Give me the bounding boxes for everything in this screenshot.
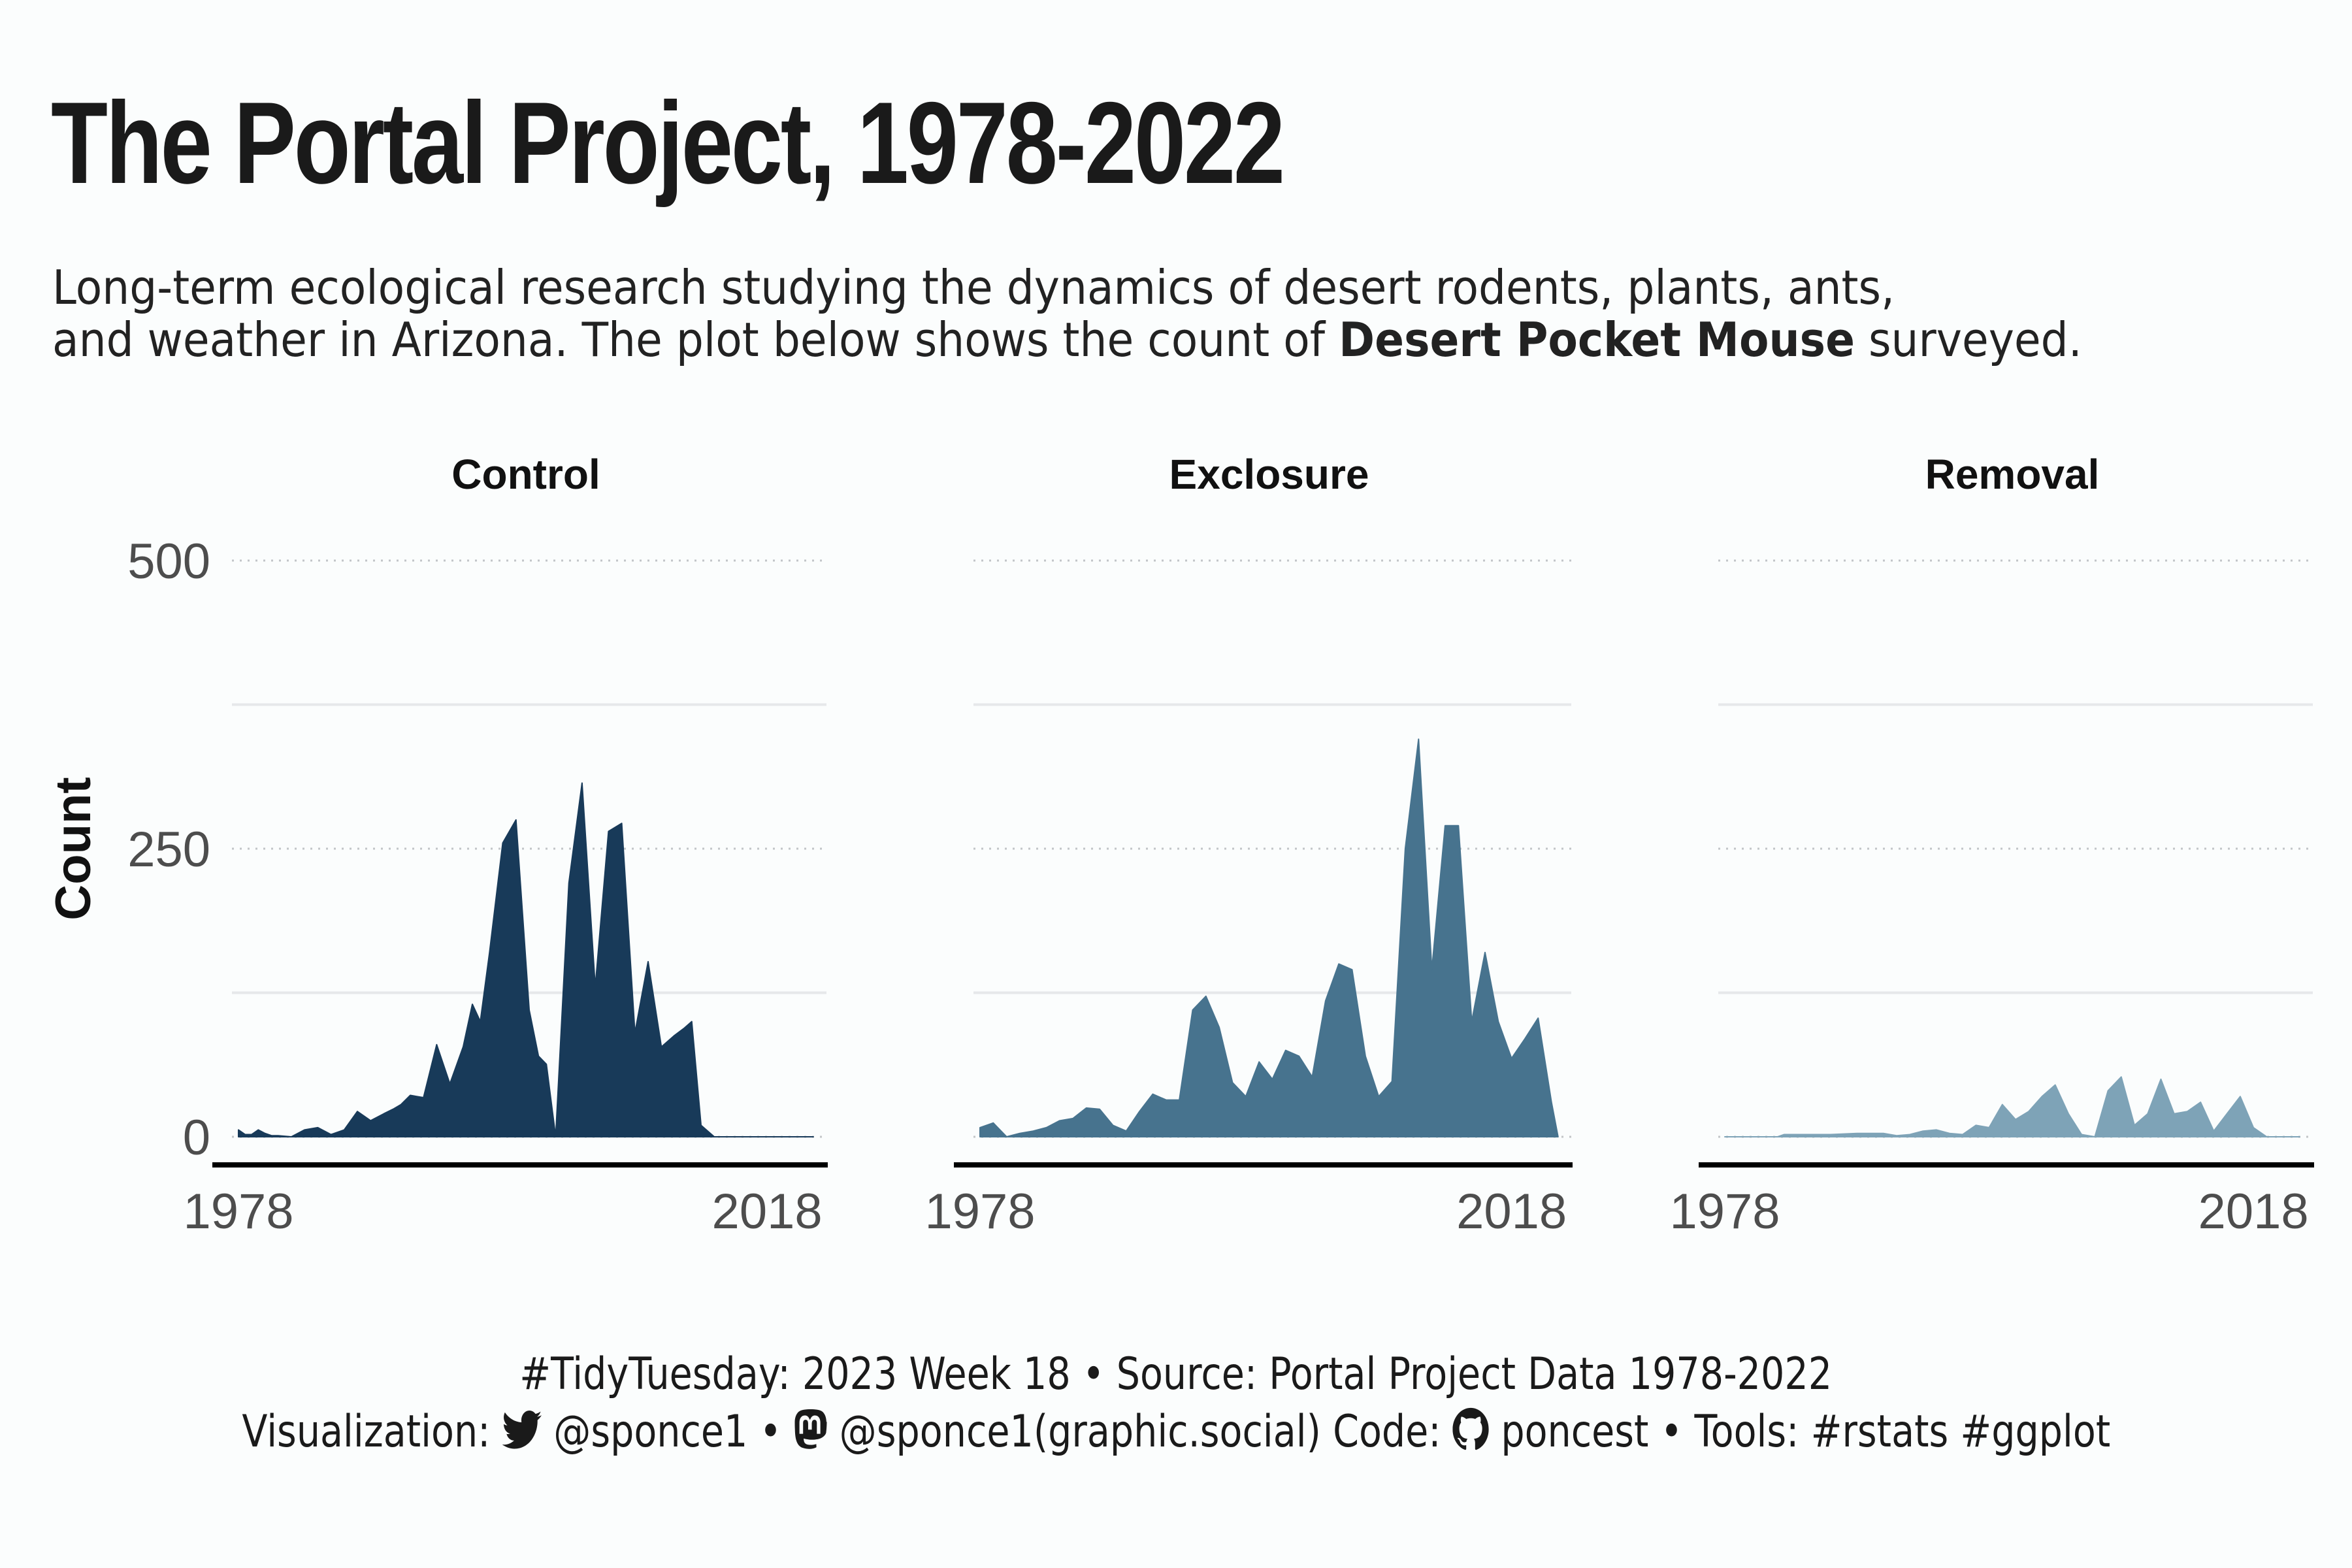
- x-tick-label: 1978: [924, 1184, 1035, 1239]
- caption-line-2: Visualization: @sponce1 • @sponce1(graph…: [242, 1403, 2110, 1465]
- x-tick-label: 2018: [2198, 1184, 2309, 1239]
- page-title: The Portal Project, 1978-2022: [51, 78, 1285, 208]
- x-tick-label: 2018: [1456, 1184, 1567, 1239]
- mastodon-handle: @sponce1(graphic.social): [839, 1406, 1321, 1458]
- twitter-handle: @sponce1: [553, 1406, 748, 1458]
- area-exclosure: [979, 738, 1559, 1137]
- github-icon: [1452, 1407, 1489, 1465]
- x-tick-label: 1978: [183, 1184, 293, 1239]
- x-tick-label: 1978: [1669, 1184, 1780, 1239]
- panel-title-exclosure: Exclosure: [1169, 451, 1369, 498]
- area-removal: [1724, 1076, 2300, 1137]
- panel-title-removal: Removal: [1925, 451, 2100, 498]
- caption-separator: •: [759, 1406, 781, 1458]
- y-tick-label: 500: [127, 534, 210, 589]
- caption-line-1: #TidyTuesday: 2023 Week 18 • Source: Por…: [519, 1348, 1833, 1400]
- x-tick-label: 2018: [712, 1184, 823, 1239]
- area-control: [238, 782, 814, 1137]
- subtitle-line-1: Long-term ecological research studying t…: [52, 260, 1895, 315]
- y-tick-label: 0: [183, 1110, 210, 1166]
- caption-separator: •: [1660, 1406, 1682, 1458]
- github-handle: poncest: [1501, 1406, 1649, 1458]
- subtitle-species: Desert Pocket Mouse: [1339, 312, 1855, 367]
- panel-title-control: Control: [451, 451, 600, 498]
- subtitle: Long-term ecological research studying t…: [52, 261, 2082, 366]
- caption: #TidyTuesday: 2023 Week 18 • Source: Por…: [0, 1346, 2352, 1465]
- tools-label: Tools: #rstats #ggplot: [1694, 1406, 2110, 1458]
- twitter-icon: [502, 1407, 542, 1465]
- subtitle-line-2-pre: and weather in Arizona. The plot below s…: [52, 312, 1339, 367]
- visualization-label: Visualization:: [242, 1406, 491, 1458]
- y-axis-title: Count: [46, 777, 101, 920]
- mastodon-icon: [793, 1407, 827, 1465]
- subtitle-line-2-post: surveyed.: [1854, 312, 2082, 367]
- y-tick-label: 250: [127, 822, 210, 877]
- code-label: Code:: [1332, 1406, 1441, 1458]
